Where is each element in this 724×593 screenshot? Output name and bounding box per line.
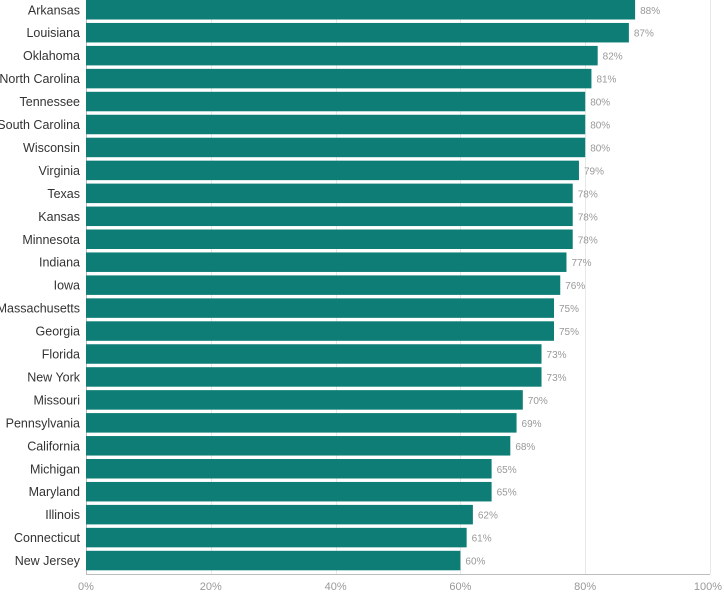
bar-maryland xyxy=(86,481,492,502)
bar-wisconsin xyxy=(86,137,586,158)
data-label: 75% xyxy=(559,304,579,315)
bar-kansas xyxy=(86,206,573,227)
bar-arkansas xyxy=(86,0,636,20)
bar-massachusetts xyxy=(86,298,554,318)
data-label: 78% xyxy=(578,212,598,223)
category-label: North Carolina xyxy=(0,72,80,86)
category-label: New York xyxy=(27,370,81,384)
bar-connecticut xyxy=(86,527,467,548)
category-label: Wisconsin xyxy=(23,141,80,155)
bar-louisiana xyxy=(86,22,629,43)
axis-layer: 0% 20% 40% 60% 80% 100% Arkansas Louisiana Oklah… xyxy=(0,3,722,593)
x-tick-label: 40% xyxy=(325,581,347,593)
category-label: South Carolina xyxy=(0,118,80,132)
data-label: 75% xyxy=(559,327,579,338)
data-label: 61% xyxy=(472,534,492,545)
category-label: Minnesota xyxy=(22,233,80,247)
data-label: 87% xyxy=(634,29,654,40)
data-label: 65% xyxy=(497,488,517,499)
category-label: Texas xyxy=(47,187,80,201)
data-label: 65% xyxy=(497,465,517,476)
bar-oklahoma xyxy=(86,45,598,66)
x-tick-label: 80% xyxy=(574,581,596,593)
data-label: 62% xyxy=(478,511,498,522)
category-label: Indiana xyxy=(39,256,80,270)
data-label: 76% xyxy=(565,281,585,292)
data-label: 78% xyxy=(578,235,598,246)
data-label: 80% xyxy=(590,121,610,132)
category-label: Michigan xyxy=(30,462,80,476)
data-label: 80% xyxy=(590,98,610,109)
bar-new-york xyxy=(86,367,542,387)
category-label: Kansas xyxy=(38,210,80,224)
category-label: Massachusetts xyxy=(0,302,80,316)
data-label: 69% xyxy=(522,419,542,430)
category-label: Oklahoma xyxy=(23,49,80,63)
category-label: California xyxy=(27,439,80,453)
bar-north-carolina xyxy=(86,68,592,89)
data-label: 60% xyxy=(465,557,485,568)
bar-tennessee xyxy=(86,91,586,112)
x-tick-label: 20% xyxy=(200,581,222,593)
bar-new-jersey xyxy=(86,550,461,571)
bar-pennsylvania xyxy=(86,413,517,433)
data-label: 68% xyxy=(515,442,535,453)
category-label: Georgia xyxy=(36,325,81,339)
data-label: 82% xyxy=(603,52,623,63)
x-tick-label: 100% xyxy=(694,581,722,593)
x-tick-label: 60% xyxy=(449,581,471,593)
category-label: Louisiana xyxy=(26,26,80,40)
data-label: 79% xyxy=(584,166,604,177)
bar-layer: 88% 87% 82% 81% 80% 80% 80% 79% 78% 78% 78% 77% 76% 7… xyxy=(86,0,660,571)
data-label: 77% xyxy=(571,258,591,269)
bar-florida xyxy=(86,344,542,364)
data-label: 73% xyxy=(547,373,567,384)
bar-illinois xyxy=(86,504,473,525)
category-label: Arkansas xyxy=(28,3,80,17)
category-label: Pennsylvania xyxy=(6,416,80,430)
category-label: Tennessee xyxy=(20,95,81,109)
category-label: Connecticut xyxy=(14,531,81,545)
bar-texas xyxy=(86,183,573,204)
bar-california xyxy=(86,436,511,456)
bar-south-carolina xyxy=(86,114,586,135)
category-label: Florida xyxy=(42,348,80,362)
category-label: Virginia xyxy=(39,164,81,178)
data-label: 88% xyxy=(640,6,660,17)
category-label: Missouri xyxy=(33,393,80,407)
data-label: 80% xyxy=(590,143,610,154)
data-label: 78% xyxy=(578,189,598,200)
category-label: Illinois xyxy=(45,508,80,522)
x-tick-label: 0% xyxy=(78,581,94,593)
data-label: 81% xyxy=(596,75,616,86)
bar-michigan xyxy=(86,459,492,479)
category-label: Maryland xyxy=(29,485,80,499)
category-label: Iowa xyxy=(54,279,80,293)
bar-minnesota xyxy=(86,229,573,249)
bar-missouri xyxy=(86,390,523,410)
bar-indiana xyxy=(86,252,567,272)
bar-iowa xyxy=(86,275,561,295)
bar-virginia xyxy=(86,160,579,181)
bar-georgia xyxy=(86,321,554,341)
category-label: New Jersey xyxy=(15,554,81,568)
data-label: 70% xyxy=(528,396,548,407)
data-label: 73% xyxy=(547,350,567,361)
